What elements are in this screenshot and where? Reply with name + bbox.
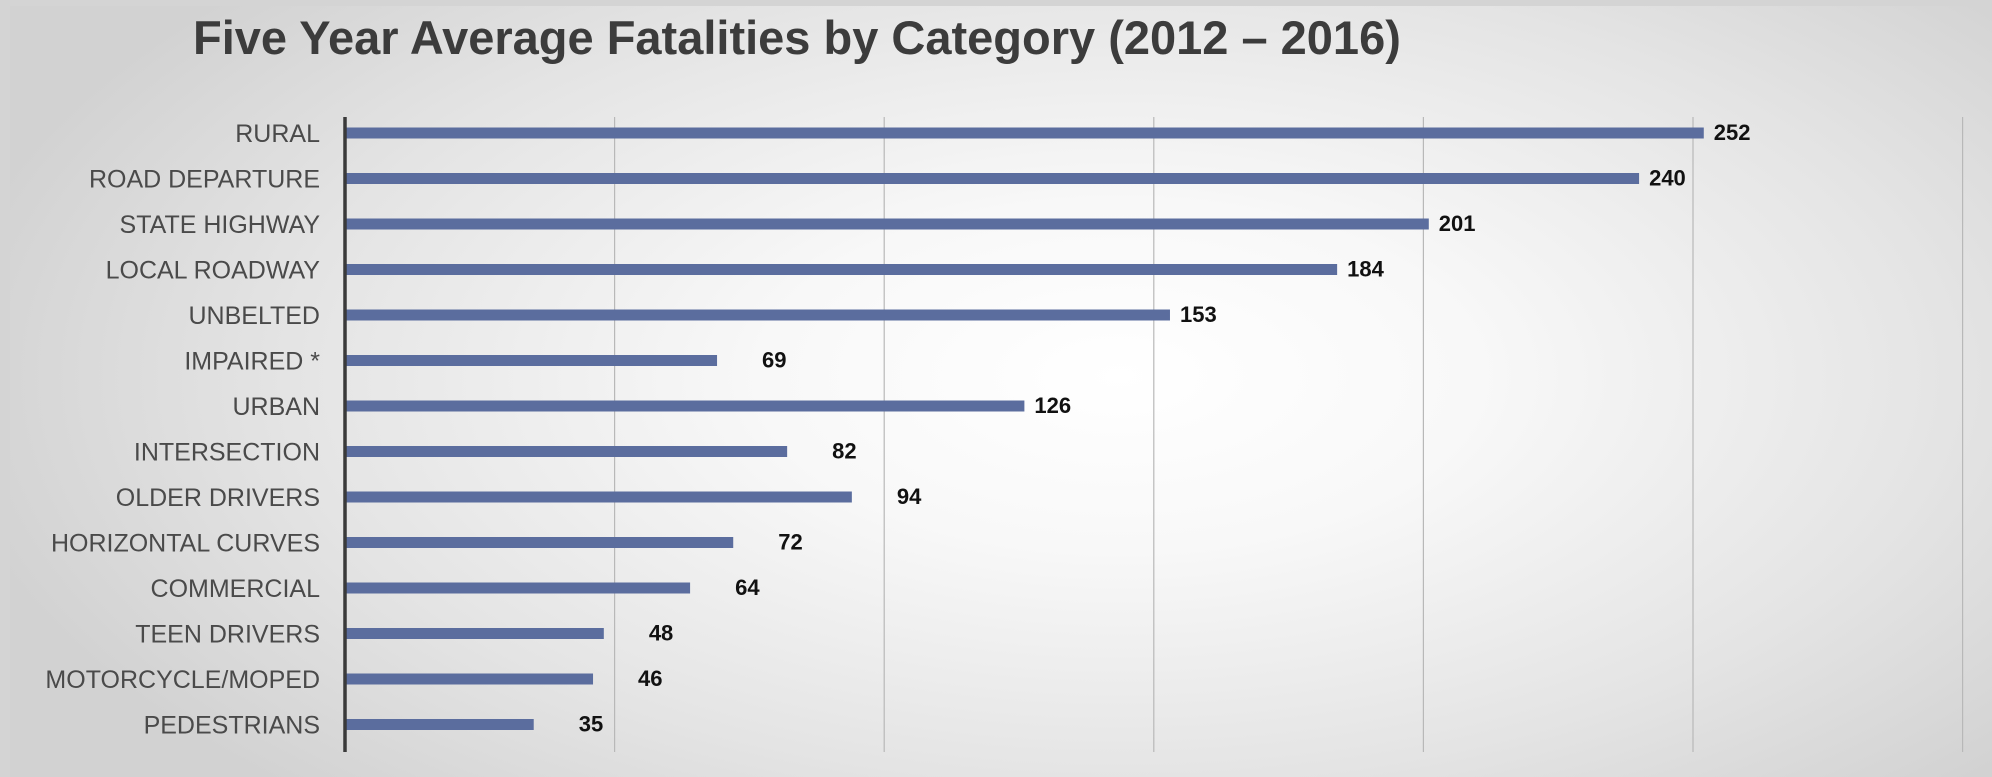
value-label: 48	[649, 621, 673, 646]
category-label: PEDESTRIANS	[144, 712, 320, 740]
category-label: HORIZONTAL CURVES	[51, 530, 320, 558]
bar-local-roadway	[345, 264, 1338, 275]
category-label: ROAD DEPARTURE	[89, 166, 320, 194]
bar-motorcycle-moped	[345, 673, 594, 685]
value-label: 153	[1180, 302, 1217, 327]
value-label: 35	[579, 712, 603, 737]
value-label: 252	[1714, 120, 1751, 145]
bar-urban	[345, 400, 1025, 412]
bar-intersection	[345, 446, 788, 457]
category-label: COMMERCIAL	[151, 575, 321, 603]
category-label: IMPAIRED *	[184, 348, 320, 376]
bar-rural	[345, 127, 1704, 139]
value-label: 94	[897, 484, 922, 509]
value-label: 46	[638, 666, 662, 691]
category-label: UNBELTED	[188, 302, 320, 330]
bar-unbelted	[345, 309, 1170, 321]
value-label: 126	[1034, 393, 1071, 418]
category-label: RURAL	[235, 120, 320, 148]
bar-impaired	[345, 355, 718, 366]
category-label: OLDER DRIVERS	[116, 484, 320, 512]
category-label: MOTORCYCLE/MOPED	[45, 666, 320, 694]
bar-older-drivers	[345, 491, 852, 503]
chart-title: Five Year Average Fatalities by Category…	[193, 11, 1401, 64]
category-label: TEEN DRIVERS	[135, 621, 320, 649]
value-label: 64	[735, 575, 760, 600]
bar-teen-drivers	[345, 628, 604, 639]
value-label: 184	[1347, 257, 1384, 282]
category-label: STATE HIGHWAY	[120, 211, 321, 239]
bar-state-highway	[345, 218, 1429, 230]
bar-pedestrians	[345, 719, 534, 730]
value-label: 82	[832, 439, 856, 464]
value-label: 69	[762, 348, 786, 373]
category-label: LOCAL ROADWAY	[106, 257, 321, 285]
bar-road-departure	[345, 173, 1640, 184]
category-label: URBAN	[232, 393, 320, 421]
bar-horizontal-curves	[345, 537, 734, 548]
value-label: 240	[1649, 166, 1686, 191]
category-label: INTERSECTION	[134, 439, 320, 467]
value-label: 201	[1439, 211, 1476, 236]
value-label: 72	[778, 530, 802, 555]
bar-commercial	[345, 582, 691, 594]
